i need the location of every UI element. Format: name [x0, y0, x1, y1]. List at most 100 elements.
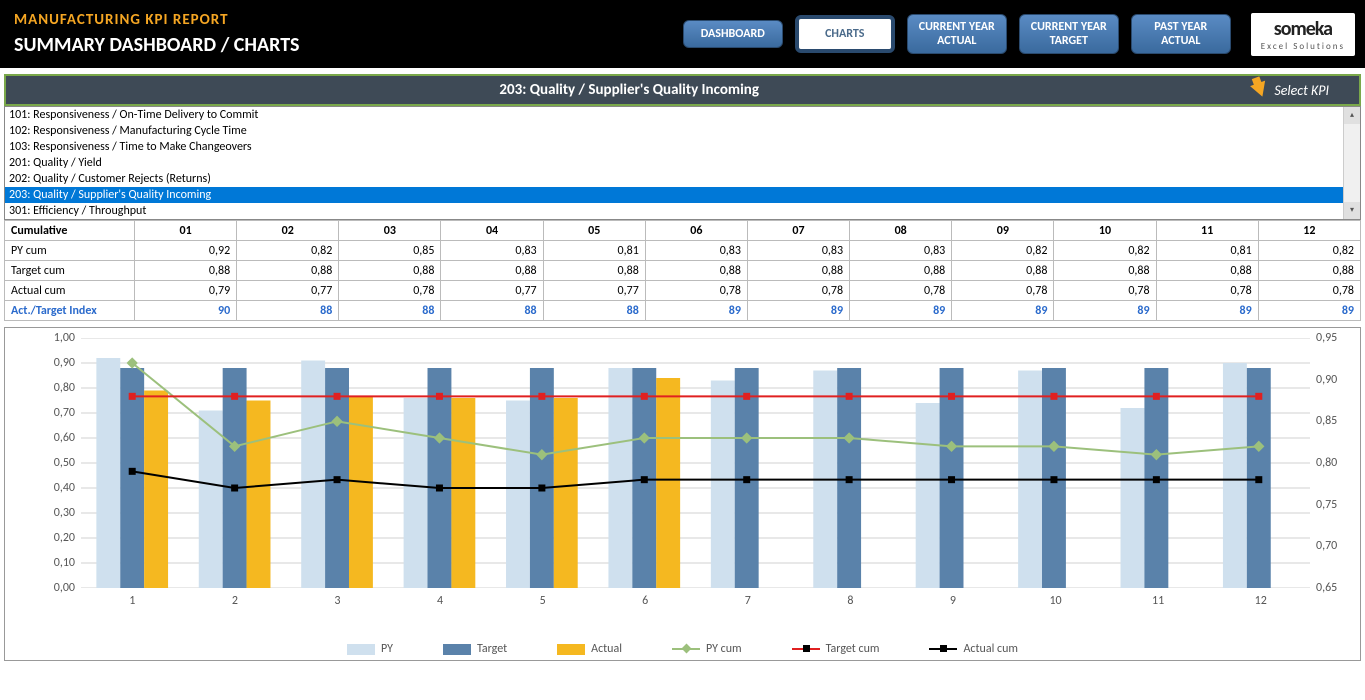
x-axis-label: 11 [1152, 594, 1164, 608]
logo: someka Excel Solutions [1251, 13, 1355, 56]
x-axis-label: 8 [847, 594, 853, 608]
table-cell: 88 [441, 301, 543, 321]
table-col-header: 09 [952, 221, 1054, 241]
table-cell: 0,82 [952, 241, 1054, 261]
logo-subtext: Excel Solutions [1261, 41, 1345, 52]
table-cell: 0,88 [1156, 261, 1258, 281]
table-col-header: 06 [645, 221, 747, 241]
table-cell: 0,88 [339, 261, 441, 281]
table-cell: 0,78 [339, 281, 441, 301]
table-cell: 0,78 [1054, 281, 1156, 301]
dropdown-option[interactable]: 201: Quality / Yield [5, 155, 1360, 171]
table-cell: 0,83 [747, 241, 849, 261]
table-cell: 89 [645, 301, 747, 321]
y-axis-left-label: 1,00 [5, 331, 75, 345]
y-axis-left-label: 0,90 [5, 356, 75, 370]
y-axis-left-label: 0,70 [5, 406, 75, 420]
x-axis-label: 2 [232, 594, 238, 608]
table-col-header: 11 [1156, 221, 1258, 241]
table-cell: 0,88 [645, 261, 747, 281]
x-axis-label: 5 [540, 594, 546, 608]
table-cell: 0,88 [441, 261, 543, 281]
table-col-header: 01 [135, 221, 237, 241]
dropdown-option[interactable]: 203: Quality / Supplier's Quality Incomi… [5, 187, 1360, 203]
table-cell: 0,78 [747, 281, 849, 301]
y-axis-right-label: 0,75 [1316, 498, 1360, 512]
table-cell: 0,78 [1156, 281, 1258, 301]
dropdown-option[interactable]: 301: Efficiency / Throughput [5, 203, 1360, 219]
table-cell: 89 [1258, 301, 1360, 321]
y-axis-left-label: 0,20 [5, 531, 75, 545]
chart-container: 0,000,100,200,300,400,500,600,700,800,90… [4, 327, 1361, 661]
y-axis-left-label: 0,60 [5, 431, 75, 445]
table-row-header: Actual cum [5, 281, 135, 301]
table-cell: 88 [339, 301, 441, 321]
table-cell: 88 [543, 301, 645, 321]
table-cell: 88 [237, 301, 339, 321]
table-cell: 0,83 [645, 241, 747, 261]
table-cell: 0,78 [1258, 281, 1360, 301]
dropdown-scrollbar[interactable]: ▴ ▾ [1343, 107, 1360, 219]
table-cell: 0,78 [952, 281, 1054, 301]
y-axis-left-label: 0,10 [5, 556, 75, 570]
y-axis-left-label: 0,30 [5, 506, 75, 520]
scroll-down-button[interactable]: ▾ [1344, 202, 1360, 219]
table-cell: 0,83 [441, 241, 543, 261]
x-axis-label: 9 [950, 594, 956, 608]
legend-item: Actual [557, 642, 622, 656]
table-col-header: 02 [237, 221, 339, 241]
table-col-header: 03 [339, 221, 441, 241]
y-axis-right-label: 0,85 [1316, 414, 1360, 428]
y-axis-left-label: 0,80 [5, 381, 75, 395]
legend-item: Actual cum [929, 642, 1018, 656]
table-cell: 0,81 [1156, 241, 1258, 261]
dropdown-option[interactable]: 103: Responsiveness / Time to Make Chang… [5, 139, 1360, 155]
table-row-header: Target cum [5, 261, 135, 281]
table-cell: 89 [850, 301, 952, 321]
dropdown-option[interactable]: 302: Efficiency / Capacity Utilization [5, 219, 1360, 220]
y-axis-left-label: 0,00 [5, 581, 75, 595]
table-cell: 0,88 [850, 261, 952, 281]
table-cell: 0,82 [1054, 241, 1156, 261]
page-title: SUMMARY DASHBOARD / CHARTS [10, 31, 299, 63]
legend-item: PY [347, 642, 393, 656]
nav-button[interactable]: CURRENT YEARACTUAL [907, 14, 1007, 54]
selected-kpi-title: 203: Quality / Supplier's Quality Incomi… [6, 81, 1252, 99]
table-cell: 0,83 [850, 241, 952, 261]
table-corner: Cumulative [5, 221, 135, 241]
table-cell: 0,81 [543, 241, 645, 261]
cumulative-table: Cumulative010203040506070809101112PY cum… [4, 220, 1361, 321]
dropdown-option[interactable]: 101: Responsiveness / On-Time Delivery t… [5, 107, 1360, 123]
table-cell: 0,88 [237, 261, 339, 281]
scroll-up-button[interactable]: ▴ [1344, 107, 1360, 124]
nav-button[interactable]: DASHBOARD [683, 20, 783, 48]
dropdown-option[interactable]: 202: Quality / Customer Rejects (Returns… [5, 171, 1360, 187]
arrow-icon [1250, 81, 1270, 100]
nav-button[interactable]: CHARTS [795, 15, 895, 53]
report-title: MANUFACTURING KPI REPORT [10, 5, 299, 31]
kpi-dropdown-list[interactable]: 101: Responsiveness / On-Time Delivery t… [4, 106, 1361, 220]
table-cell: 90 [135, 301, 237, 321]
nav-buttons: DASHBOARD CHARTS CURRENT YEARACTUAL CURRENT… [683, 14, 1231, 54]
table-cell: 89 [952, 301, 1054, 321]
chart-legend: PYTargetActualPY cumTarget cumActual cum [5, 642, 1360, 656]
table-cell: 0,92 [135, 241, 237, 261]
table-col-header: 05 [543, 221, 645, 241]
legend-item: Target cum [792, 642, 880, 656]
header-bar: MANUFACTURING KPI REPORT SUMMARY DASHBOA… [0, 0, 1365, 68]
table-cell: 0,82 [237, 241, 339, 261]
table-row-header: Act./Target Index [5, 301, 135, 321]
nav-button[interactable]: PAST YEARACTUAL [1131, 14, 1231, 54]
table-cell: 0,78 [850, 281, 952, 301]
dropdown-option[interactable]: 102: Responsiveness / Manufacturing Cycl… [5, 123, 1360, 139]
table-cell: 0,88 [952, 261, 1054, 281]
y-axis-right-label: 0,80 [1316, 456, 1360, 470]
chart-plot-area [81, 338, 1310, 588]
nav-button[interactable]: CURRENT YEARTARGET [1019, 14, 1119, 54]
legend-item: PY cum [672, 642, 742, 656]
y-axis-left-label: 0,40 [5, 481, 75, 495]
table-cell: 0,88 [543, 261, 645, 281]
table-col-header: 07 [747, 221, 849, 241]
x-axis-label: 3 [334, 594, 340, 608]
table-cell: 0,88 [1054, 261, 1156, 281]
